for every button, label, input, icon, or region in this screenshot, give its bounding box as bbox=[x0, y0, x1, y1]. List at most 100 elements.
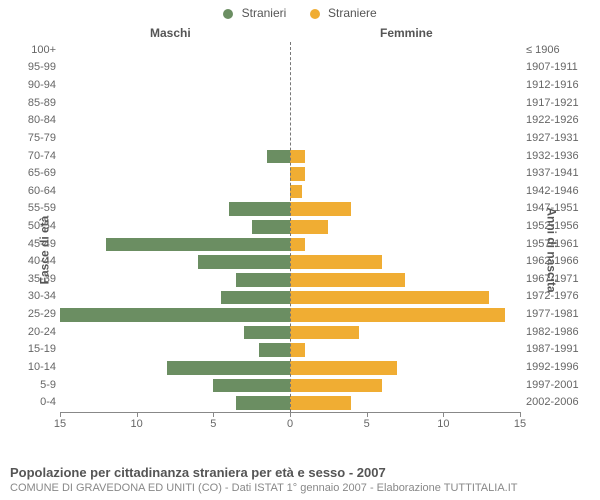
x-tick-label: 15 bbox=[514, 418, 526, 430]
x-tick-label: 10 bbox=[131, 418, 143, 430]
bar-male bbox=[244, 326, 290, 340]
year-label: 1952-1956 bbox=[526, 220, 596, 232]
bar-female bbox=[290, 167, 305, 181]
legend-male-label: Stranieri bbox=[242, 6, 287, 20]
age-label: 45-49 bbox=[0, 238, 56, 250]
center-axis bbox=[290, 42, 291, 412]
year-label: 1947-1951 bbox=[526, 202, 596, 214]
age-label: 5-9 bbox=[0, 379, 56, 391]
age-label: 65-69 bbox=[0, 167, 56, 179]
bar-male bbox=[167, 361, 290, 375]
bar-female bbox=[290, 343, 305, 357]
year-label: 1992-1996 bbox=[526, 361, 596, 373]
x-tick-label: 5 bbox=[364, 418, 370, 430]
legend-female-swatch bbox=[310, 9, 320, 19]
bar-male bbox=[213, 379, 290, 393]
bar-male bbox=[229, 202, 290, 216]
age-label: 15-19 bbox=[0, 343, 56, 355]
legend-female: Straniere bbox=[310, 6, 377, 20]
bar-male bbox=[106, 238, 290, 252]
x-tick bbox=[290, 412, 291, 417]
legend-female-label: Straniere bbox=[328, 6, 377, 20]
age-label: 100+ bbox=[0, 44, 56, 56]
bar-female bbox=[290, 273, 405, 287]
footer-sub: COMUNE DI GRAVEDONA ED UNITI (CO) - Dati… bbox=[10, 482, 590, 494]
year-label: 1932-1936 bbox=[526, 150, 596, 162]
bar-female bbox=[290, 185, 302, 199]
bar-male bbox=[198, 255, 290, 269]
year-label: 1967-1971 bbox=[526, 273, 596, 285]
bar-male bbox=[259, 343, 290, 357]
age-label: 0-4 bbox=[0, 396, 56, 408]
year-label: 1962-1966 bbox=[526, 255, 596, 267]
x-tick bbox=[60, 412, 61, 417]
age-label: 85-89 bbox=[0, 97, 56, 109]
bar-male bbox=[267, 150, 290, 164]
side-title-right: Femmine bbox=[380, 26, 433, 40]
year-label: 1972-1976 bbox=[526, 290, 596, 302]
age-label: 50-54 bbox=[0, 220, 56, 232]
pyramid-chart: Stranieri Straniere Maschi Femmine Fasce… bbox=[0, 0, 600, 500]
legend-male: Stranieri bbox=[223, 6, 286, 20]
age-label: 80-84 bbox=[0, 114, 56, 126]
year-label: 1927-1931 bbox=[526, 132, 596, 144]
age-label: 90-94 bbox=[0, 79, 56, 91]
x-axis: 15105051015 bbox=[60, 412, 520, 432]
bar-female bbox=[290, 238, 305, 252]
age-label: 40-44 bbox=[0, 255, 56, 267]
x-tick-label: 5 bbox=[210, 418, 216, 430]
year-label: 1997-2001 bbox=[526, 379, 596, 391]
bar-female bbox=[290, 308, 505, 322]
bar-female bbox=[290, 379, 382, 393]
x-tick bbox=[213, 412, 214, 417]
x-tick-label: 15 bbox=[54, 418, 66, 430]
plot-area: 15105051015 bbox=[60, 42, 520, 432]
year-label: 1942-1946 bbox=[526, 185, 596, 197]
year-label: ≤ 1906 bbox=[526, 44, 596, 56]
age-label: 25-29 bbox=[0, 308, 56, 320]
age-label: 60-64 bbox=[0, 185, 56, 197]
x-tick bbox=[137, 412, 138, 417]
legend: Stranieri Straniere bbox=[0, 6, 600, 20]
footer-title: Popolazione per cittadinanza straniera p… bbox=[10, 465, 590, 480]
year-label: 2002-2006 bbox=[526, 396, 596, 408]
bar-male bbox=[252, 220, 290, 234]
age-label: 70-74 bbox=[0, 150, 56, 162]
bar-female bbox=[290, 220, 328, 234]
x-tick-label: 10 bbox=[437, 418, 449, 430]
legend-male-swatch bbox=[223, 9, 233, 19]
age-label: 75-79 bbox=[0, 132, 56, 144]
age-label: 35-39 bbox=[0, 273, 56, 285]
age-label: 55-59 bbox=[0, 202, 56, 214]
age-label: 10-14 bbox=[0, 361, 56, 373]
bar-male bbox=[236, 273, 290, 287]
side-title-left: Maschi bbox=[150, 26, 191, 40]
bar-female bbox=[290, 326, 359, 340]
age-label: 95-99 bbox=[0, 61, 56, 73]
bar-female bbox=[290, 255, 382, 269]
year-label: 1907-1911 bbox=[526, 61, 596, 73]
x-tick bbox=[520, 412, 521, 417]
year-label: 1977-1981 bbox=[526, 308, 596, 320]
x-tick bbox=[443, 412, 444, 417]
age-label: 20-24 bbox=[0, 326, 56, 338]
x-tick-label: 0 bbox=[287, 418, 293, 430]
bar-male bbox=[60, 308, 290, 322]
year-label: 1912-1916 bbox=[526, 79, 596, 91]
bar-male bbox=[236, 396, 290, 410]
year-label: 1917-1921 bbox=[526, 97, 596, 109]
bar-female bbox=[290, 396, 351, 410]
footer: Popolazione per cittadinanza straniera p… bbox=[10, 465, 590, 494]
year-label: 1937-1941 bbox=[526, 167, 596, 179]
bar-female bbox=[290, 150, 305, 164]
year-label: 1922-1926 bbox=[526, 114, 596, 126]
age-label: 30-34 bbox=[0, 290, 56, 302]
year-label: 1957-1961 bbox=[526, 238, 596, 250]
year-label: 1982-1986 bbox=[526, 326, 596, 338]
bar-female bbox=[290, 291, 489, 305]
bar-female bbox=[290, 361, 397, 375]
year-label: 1987-1991 bbox=[526, 343, 596, 355]
x-tick bbox=[367, 412, 368, 417]
bar-female bbox=[290, 202, 351, 216]
bar-male bbox=[221, 291, 290, 305]
